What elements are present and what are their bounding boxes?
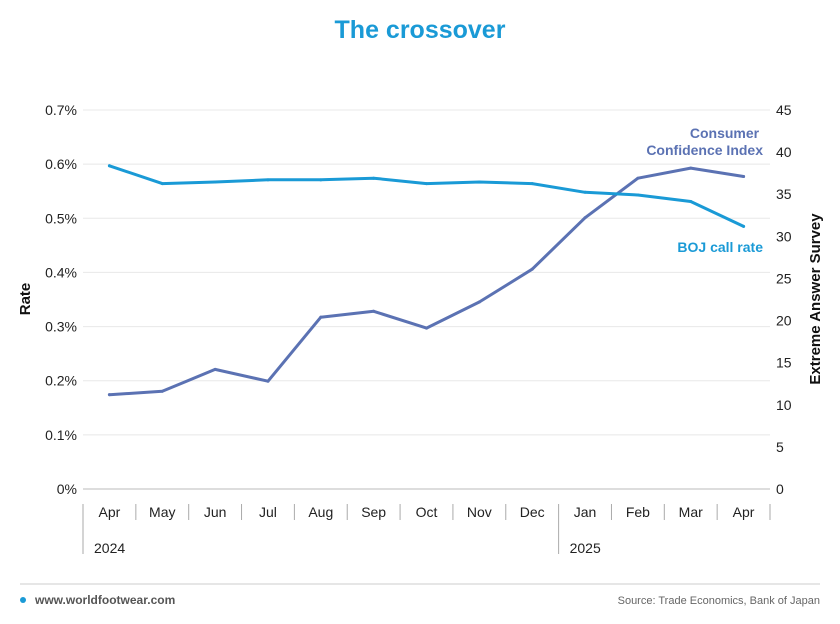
consumer-confidence-point <box>107 393 111 397</box>
right-tick-label: 10 <box>776 397 792 413</box>
right-tick-label: 25 <box>776 270 792 286</box>
boj-call-rate-point <box>372 176 376 180</box>
right-axis: 0 5 10 15 20 25 30 35 40 45 <box>776 102 792 497</box>
x-tick-label: Jul <box>259 504 277 520</box>
right-tick-label: 45 <box>776 102 792 118</box>
series-label-confidence-line2: Confidence Index <box>646 142 763 158</box>
x-tick-label: Dec <box>520 504 545 520</box>
boj-call-rate-point <box>425 182 428 186</box>
consumer-confidence-point <box>530 267 534 271</box>
footer-website[interactable]: www.worldfootwear.com <box>34 593 175 607</box>
x-tick-label: Nov <box>467 504 492 520</box>
x-tick-label: Apr <box>99 504 121 520</box>
boj-call-rate-point <box>530 182 534 186</box>
left-tick-label: 0.7% <box>45 102 77 118</box>
consumer-confidence-point <box>689 166 693 170</box>
x-tick-label: Sep <box>361 504 386 520</box>
x-tick-label: Apr <box>733 504 755 520</box>
footer-bullet-icon <box>20 597 26 603</box>
consumer-confidence-point <box>319 315 323 319</box>
consumer-confidence-line <box>107 166 746 397</box>
series-label-confidence: Consumer Confidence Index <box>646 125 763 158</box>
x-tick-label: Aug <box>308 504 333 520</box>
year-label: 2024 <box>94 540 125 556</box>
x-tick-label: Feb <box>626 504 650 520</box>
boj-call-rate-point <box>160 182 164 186</box>
right-tick-label: 40 <box>776 144 792 160</box>
left-tick-label: 0.3% <box>45 319 77 335</box>
boj-call-rate-point <box>583 190 587 194</box>
consumer-confidence-point <box>583 216 587 220</box>
consumer-confidence-point <box>636 176 640 180</box>
x-tick-label: Jan <box>574 504 597 520</box>
footer-source: Source: Trade Economics, Bank of Japan <box>618 595 820 607</box>
x-axis: Apr May Jun Jul Aug Sep Oct Nov Dec Jan Feb Mar Apr 2… <box>82 504 771 556</box>
left-axis-title: Rate <box>17 283 34 316</box>
consumer-confidence-point <box>372 309 376 313</box>
left-tick-label: 0.6% <box>45 156 77 172</box>
chart-title: The crossover <box>335 16 506 44</box>
boj-call-rate-point <box>213 180 217 184</box>
right-axis-title: Extreme Answer Survey <box>807 213 824 385</box>
left-tick-label: 0.1% <box>45 427 77 443</box>
x-tick-label: Oct <box>416 504 438 520</box>
consumer-confidence-point <box>477 300 481 304</box>
boj-call-rate-point <box>319 178 323 182</box>
right-tick-label: 0 <box>776 481 784 497</box>
left-tick-label: 0.5% <box>45 210 77 226</box>
year-label: 2025 <box>570 540 601 556</box>
consumer-confidence-point <box>266 379 270 383</box>
left-tick-label: 0.2% <box>45 373 77 389</box>
consumer-confidence-point <box>213 367 217 371</box>
boj-call-rate-point <box>266 178 270 182</box>
consumer-confidence-point <box>742 175 746 179</box>
consumer-confidence-point <box>425 326 428 330</box>
series-label-confidence-line1: Consumer <box>690 125 760 141</box>
right-tick-label: 20 <box>776 313 792 329</box>
x-tick-label: May <box>149 504 175 520</box>
boj-call-rate-point <box>107 164 111 168</box>
right-tick-label: 15 <box>776 355 792 371</box>
left-axis: 0% 0.1% 0.2% 0.3% 0.4% 0.5% 0.6% 0.7% <box>45 102 77 497</box>
series-group <box>107 164 746 397</box>
right-tick-label: 35 <box>776 186 792 202</box>
x-tick-label: Jun <box>204 504 227 520</box>
right-tick-label: 5 <box>776 439 784 455</box>
right-tick-label: 30 <box>776 228 792 244</box>
boj-call-rate-point <box>689 200 693 204</box>
left-tick-label: 0.4% <box>45 264 77 280</box>
boj-call-rate-point <box>636 193 640 197</box>
boj-call-rate-point <box>742 224 746 228</box>
series-label-boj: BOJ call rate <box>677 239 763 255</box>
consumer-confidence-point <box>160 389 164 393</box>
left-tick-label: 0% <box>57 481 77 497</box>
boj-call-rate-point <box>477 180 481 184</box>
x-tick-label: Mar <box>679 504 703 520</box>
grid-lines <box>83 109 770 490</box>
